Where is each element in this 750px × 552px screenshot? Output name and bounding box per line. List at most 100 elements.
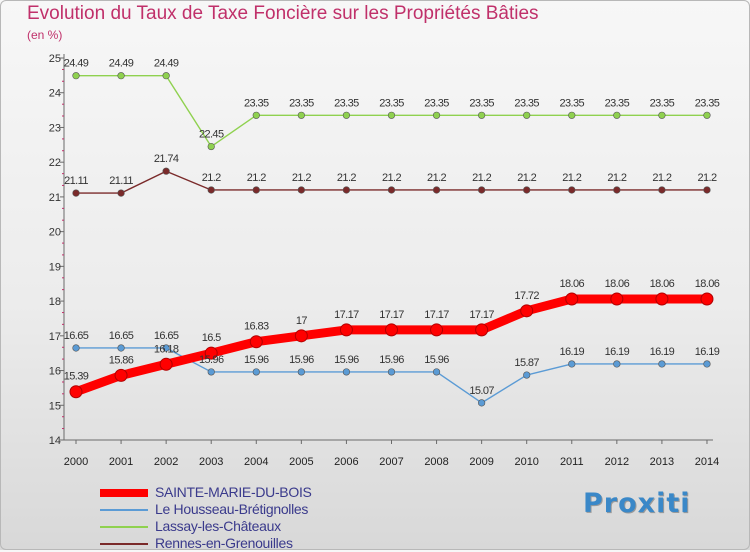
x-tick-label: 2009 xyxy=(469,456,493,468)
legend-label: Rennes-en-Grenouilles xyxy=(155,535,293,551)
data-point xyxy=(117,72,125,80)
data-label: 23.35 xyxy=(424,97,449,109)
x-tick-label: 2005 xyxy=(289,456,313,468)
data-label: 23.35 xyxy=(605,97,630,109)
data-point xyxy=(613,111,621,119)
data-label: 16.18 xyxy=(154,343,179,355)
proxiti-logo: Proxiti xyxy=(583,488,691,519)
y-tick-label: 14 xyxy=(49,435,61,447)
data-point xyxy=(72,72,80,80)
data-label: 23.35 xyxy=(514,97,539,109)
data-label: 24.49 xyxy=(154,58,179,70)
data-label: 21.2 xyxy=(427,172,446,184)
data-label: 21.2 xyxy=(382,172,401,184)
legend-label: Lassay-les-Châteaux xyxy=(155,518,281,534)
data-point xyxy=(342,368,351,376)
data-point xyxy=(249,335,263,349)
data-label: 21.2 xyxy=(652,172,671,184)
data-label: 16.19 xyxy=(560,346,585,358)
y-tick-label: 18 xyxy=(49,296,61,308)
legend-swatch xyxy=(100,509,148,511)
x-tick-label: 2000 xyxy=(64,456,88,468)
data-point xyxy=(478,111,486,119)
data-point xyxy=(339,323,353,337)
data-point xyxy=(658,111,666,119)
data-label: 18.06 xyxy=(650,278,675,290)
data-point xyxy=(297,111,305,119)
data-label: 21.2 xyxy=(607,172,626,184)
data-label: 23.35 xyxy=(244,97,269,109)
legend-label: SAINTE-MARIE-DU-BOIS xyxy=(155,484,312,500)
y-axis-unit: (en %) xyxy=(27,28,63,42)
data-point xyxy=(478,399,486,407)
data-label: 15.96 xyxy=(289,354,314,366)
data-point xyxy=(252,186,260,194)
data-point xyxy=(523,371,531,379)
data-label: 18.06 xyxy=(695,278,720,290)
data-point xyxy=(387,186,396,194)
data-label: 15.07 xyxy=(469,385,494,397)
data-point xyxy=(658,186,666,194)
data-label: 15.96 xyxy=(244,354,269,366)
x-tick-label: 2011 xyxy=(560,456,584,468)
data-point xyxy=(703,360,711,368)
data-label: 15.87 xyxy=(514,357,539,369)
y-tick-label: 23 xyxy=(49,122,61,134)
data-point xyxy=(658,360,666,368)
y-tick-label: 16 xyxy=(49,366,61,378)
data-point xyxy=(297,368,305,376)
data-label: 21.2 xyxy=(517,172,536,184)
data-label: 21.2 xyxy=(697,172,716,184)
data-point xyxy=(568,111,576,119)
data-label: 15.86 xyxy=(109,354,134,366)
data-label: 17.17 xyxy=(379,309,404,321)
data-point xyxy=(613,186,621,194)
data-point xyxy=(703,111,711,119)
data-label: 17.17 xyxy=(469,309,494,321)
data-point xyxy=(252,111,260,119)
data-label: 23.35 xyxy=(379,97,404,109)
data-label: 23.35 xyxy=(289,97,314,109)
data-point xyxy=(162,344,170,352)
data-label: 24.49 xyxy=(64,58,89,70)
series-line xyxy=(75,75,708,148)
data-label: 21.11 xyxy=(64,175,88,187)
data-label: 23.35 xyxy=(650,97,675,109)
y-tick-label: 25 xyxy=(49,53,61,65)
legend-label: Le Housseau-Brétignolles xyxy=(155,501,309,517)
data-label: 16.65 xyxy=(64,330,89,342)
data-label: 16.19 xyxy=(605,346,630,358)
y-tick-label: 20 xyxy=(49,227,61,239)
data-label: 15.39 xyxy=(64,371,89,383)
data-point xyxy=(162,72,170,80)
data-label: 21.74 xyxy=(154,153,179,165)
legend-swatch xyxy=(100,526,148,528)
data-point xyxy=(252,368,260,376)
data-point xyxy=(523,111,531,119)
x-tick-label: 2001 xyxy=(109,456,133,468)
x-tick-label: 2003 xyxy=(199,456,223,468)
data-label: 18.06 xyxy=(605,278,630,290)
data-point xyxy=(523,186,531,194)
line-chart: 14 15 16 17 18 19 20 21 22 23 24 25 2000 2001 2002 2003… xyxy=(49,53,721,468)
data-label: 23.35 xyxy=(334,97,359,109)
data-label: 24.49 xyxy=(109,58,134,70)
data-point xyxy=(207,368,215,376)
data-point xyxy=(207,142,215,151)
data-point xyxy=(117,189,125,197)
data-point xyxy=(207,186,215,194)
data-label: 15.96 xyxy=(334,354,359,366)
data-label: 23.35 xyxy=(469,97,494,109)
data-point xyxy=(655,292,669,306)
data-point xyxy=(610,292,624,306)
x-tick-label: 2008 xyxy=(424,456,448,468)
data-point xyxy=(432,368,441,376)
data-point xyxy=(703,186,711,194)
x-tick-label: 2002 xyxy=(154,456,178,468)
data-label: 21.11 xyxy=(109,175,133,187)
logo-text: Proxiti xyxy=(583,488,691,519)
data-label: 16.5 xyxy=(202,332,221,344)
data-label: 21.2 xyxy=(337,172,356,184)
data-point xyxy=(384,323,398,337)
data-label: 15.96 xyxy=(424,354,449,366)
